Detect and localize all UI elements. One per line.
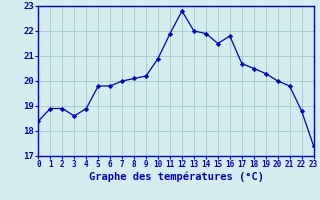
- X-axis label: Graphe des températures (°C): Graphe des températures (°C): [89, 172, 263, 182]
